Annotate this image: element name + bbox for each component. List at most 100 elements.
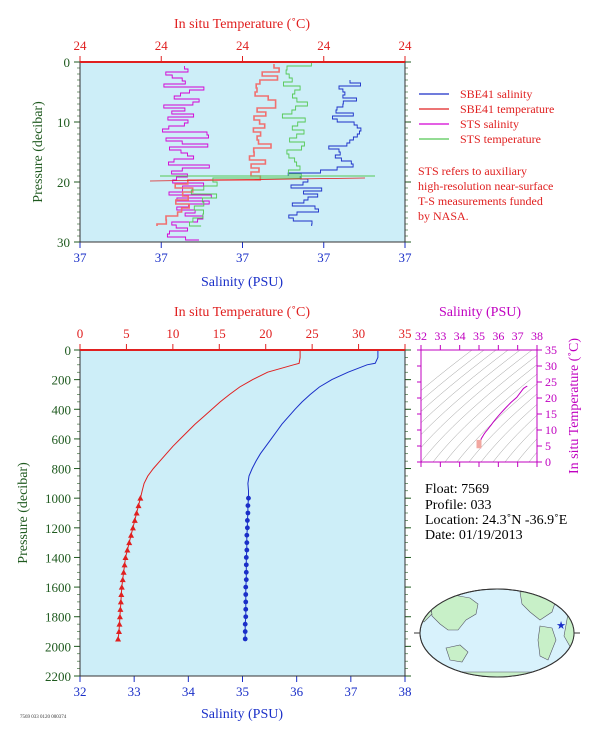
- main-temperature-ticks: 0 5 10 15 20 25 30 35: [77, 326, 412, 350]
- salinity-point: [243, 569, 249, 575]
- ts-sal-tick-label: 34: [454, 329, 466, 343]
- main-profile-traces: [115, 350, 379, 642]
- land-africa: [563, 611, 574, 651]
- main-temp-tick-label: 10: [166, 326, 179, 341]
- top-temperature-ticks: 24 24 24 24 24: [74, 38, 413, 62]
- ts-sal-tick-label: 36: [492, 329, 504, 343]
- temperature-point: [117, 598, 124, 605]
- temperature-point: [124, 547, 131, 553]
- sbe41-salinity-trace: [287, 80, 362, 226]
- temperature-point: [135, 502, 142, 509]
- top-pressure-tick-label: 10: [57, 115, 70, 130]
- density-contour: [468, 393, 537, 462]
- salinity-point: [244, 540, 250, 546]
- salinity-point: [244, 525, 250, 531]
- density-contour: [456, 383, 537, 462]
- world-map: ★: [414, 588, 580, 678]
- salinity-point: [245, 503, 251, 508]
- salinity-point: [243, 555, 249, 560]
- main-salinity-ticks: 32 33 34 35 36 37 38: [74, 676, 412, 699]
- temperature-point: [116, 613, 123, 620]
- ts-sal-tick-label: 33: [434, 329, 446, 343]
- salinity-point: [243, 584, 249, 590]
- salinity-point: [242, 621, 248, 627]
- temperature-point: [126, 539, 133, 546]
- sbe41-temperature-trace: [156, 64, 280, 226]
- main-pressure-tick-label: 0: [65, 343, 72, 358]
- date: Date: 01/19/2013: [425, 528, 523, 543]
- temperature-point: [128, 532, 135, 538]
- top-temp-tick-label: 24: [317, 38, 331, 53]
- temperature-point: [131, 517, 138, 523]
- profile-number: Profile: 033: [425, 498, 492, 513]
- top-xlabel: Salinity (PSU): [201, 275, 283, 290]
- land-south-america: [537, 625, 557, 661]
- float-location-star-icon: ★: [556, 620, 566, 632]
- main-temp-tick-label: 30: [352, 326, 365, 341]
- main-sal-tick-label: 33: [128, 684, 141, 699]
- salinity-point: [244, 518, 250, 523]
- top-sal-tick-label: 37: [236, 250, 250, 265]
- main-pressure-tick-label: 1000: [45, 491, 71, 506]
- salinity-point: [243, 599, 249, 605]
- main-ylabel: Pressure (decibar): [16, 462, 31, 564]
- ts-title: Salinity (PSU): [439, 305, 521, 320]
- land-antarctica: [420, 671, 574, 677]
- sts-note-line: by NASA.: [418, 209, 469, 223]
- density-contour: [516, 438, 537, 462]
- salinity-point: [244, 547, 250, 553]
- main-sal-tick-label: 35: [236, 684, 249, 699]
- ts-sal-tick-label: 37: [512, 329, 524, 343]
- ts-temp-tick-label: 35: [545, 343, 557, 357]
- sts-note-line: T-S measurements funded: [418, 194, 543, 208]
- top-panel: In situ Temperature (˚C) 24 24 24 24 24 37 37…: [31, 17, 554, 290]
- top-sal-tick-label: 37: [399, 250, 413, 265]
- temperature-point: [115, 635, 122, 642]
- main-sal-tick-label: 34: [182, 684, 196, 699]
- top-plot-area: [80, 62, 405, 242]
- ts-density-contours: [421, 350, 537, 462]
- top-panel-title: In situ Temperature (˚C): [174, 17, 310, 32]
- temperature-point: [121, 561, 128, 568]
- ts-panel: Salinity (PSU) 32 33 34 35 36 37 38 0 5 10 15 20 25…: [415, 305, 582, 474]
- legend-label: STS salinity: [460, 117, 519, 131]
- main-pressure-tick-label: 2000: [45, 639, 71, 654]
- temperature-point: [118, 584, 125, 590]
- main-pressure-tick-label: 800: [52, 462, 72, 477]
- density-contour: [421, 355, 537, 462]
- density-contour: [421, 350, 497, 412]
- temperature-point: [116, 628, 122, 635]
- salinity-point: [243, 562, 249, 568]
- main-pressure-tick-label: 1400: [45, 550, 71, 565]
- top-pressure-tick-label: 0: [64, 55, 71, 70]
- main-panel-title: In situ Temperature (˚C): [174, 305, 310, 320]
- density-contour: [432, 364, 537, 462]
- main-sal-tick-label: 38: [399, 684, 412, 699]
- sbe41-temperature-spike: [149, 177, 366, 182]
- top-temp-tick-label: 24: [74, 38, 88, 53]
- main-temp-tick-label: 15: [213, 326, 226, 341]
- density-contour: [504, 426, 537, 462]
- ts-sal-tick-label: 38: [531, 329, 543, 343]
- main-temp-tick-label: 5: [123, 326, 130, 341]
- density-contour: [444, 373, 537, 462]
- ts-temp-tick-label: 30: [545, 359, 557, 373]
- ts-sal-tick-label: 35: [473, 329, 485, 343]
- top-sal-tick-label: 37: [317, 250, 331, 265]
- main-pressure-tick-label: 1200: [45, 521, 71, 536]
- temperature-point: [117, 606, 124, 612]
- top-ylabel: Pressure (decibar): [31, 101, 46, 203]
- top-temp-tick-label: 24: [399, 38, 413, 53]
- temperature-point: [116, 621, 123, 627]
- legend-label: SBE41 temperature: [460, 102, 554, 116]
- main-pressure-tick-label: 200: [52, 373, 72, 388]
- density-contour: [421, 350, 533, 448]
- ts-temp-tick-label: 0: [545, 455, 551, 469]
- temperature-point: [122, 554, 129, 560]
- temperature-point: [119, 576, 126, 583]
- salinity-point: [242, 636, 248, 642]
- salinity-point: [244, 532, 250, 538]
- ts-temp-tick-label: 15: [545, 407, 557, 421]
- ts-curve: [476, 385, 528, 449]
